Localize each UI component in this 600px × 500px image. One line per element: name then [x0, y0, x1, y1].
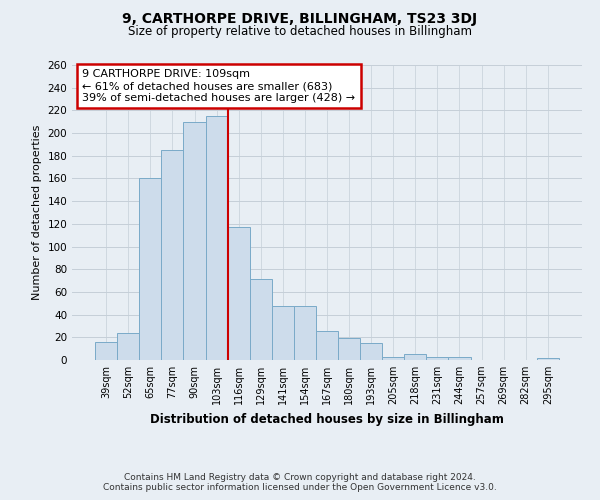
- Bar: [184, 122, 206, 360]
- Bar: [360, 343, 382, 360]
- Bar: [117, 333, 139, 360]
- Bar: [272, 306, 294, 360]
- Text: Size of property relative to detached houses in Billingham: Size of property relative to detached ho…: [128, 25, 472, 38]
- Y-axis label: Number of detached properties: Number of detached properties: [32, 125, 42, 300]
- Bar: [139, 178, 161, 360]
- Bar: [338, 338, 360, 360]
- Bar: [227, 227, 250, 360]
- Bar: [448, 356, 470, 360]
- Bar: [206, 116, 227, 360]
- Bar: [294, 306, 316, 360]
- Text: Contains public sector information licensed under the Open Government Licence v3: Contains public sector information licen…: [103, 484, 497, 492]
- Text: Contains HM Land Registry data © Crown copyright and database right 2024.: Contains HM Land Registry data © Crown c…: [124, 472, 476, 482]
- Text: 9 CARTHORPE DRIVE: 109sqm
← 61% of detached houses are smaller (683)
39% of semi: 9 CARTHORPE DRIVE: 109sqm ← 61% of detac…: [82, 70, 355, 102]
- Bar: [95, 342, 117, 360]
- Bar: [537, 358, 559, 360]
- X-axis label: Distribution of detached houses by size in Billingham: Distribution of detached houses by size …: [150, 412, 504, 426]
- Bar: [161, 150, 184, 360]
- Bar: [316, 330, 338, 360]
- Bar: [404, 354, 427, 360]
- Text: 9, CARTHORPE DRIVE, BILLINGHAM, TS23 3DJ: 9, CARTHORPE DRIVE, BILLINGHAM, TS23 3DJ: [122, 12, 478, 26]
- Bar: [427, 356, 448, 360]
- Bar: [250, 280, 272, 360]
- Bar: [382, 356, 404, 360]
